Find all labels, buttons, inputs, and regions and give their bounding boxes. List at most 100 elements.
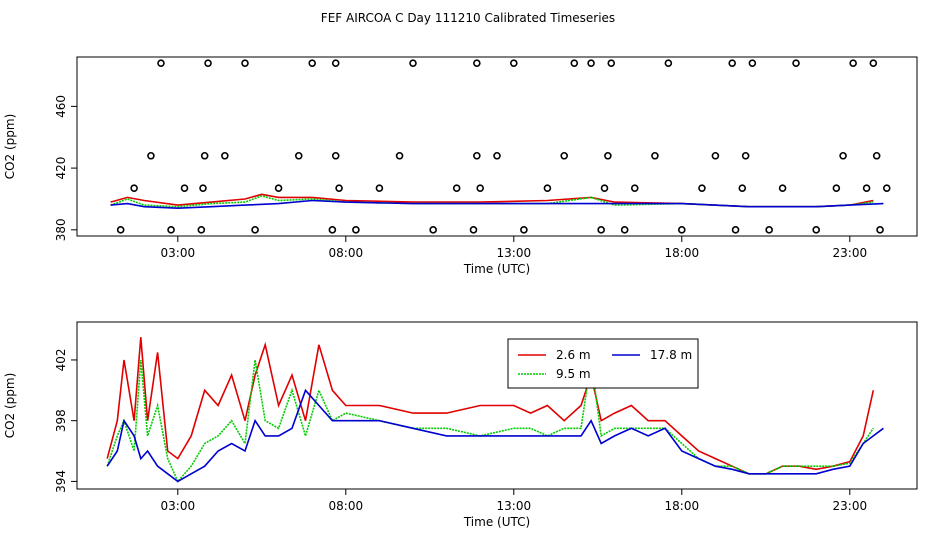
- scatter-point: [352, 226, 360, 234]
- x-tick-label: 13:00: [497, 246, 532, 260]
- legend-label: 2.6 m: [556, 348, 591, 362]
- x-tick-label: 23:00: [833, 499, 868, 513]
- legend-box: [507, 338, 699, 389]
- legend-label: 9.5 m: [556, 367, 591, 381]
- scatter-point: [473, 151, 481, 160]
- y-axis-label: CO2 (ppm): [3, 373, 17, 439]
- legend: 2.6 m 17.8 m 9.5 m: [507, 338, 699, 389]
- series-line-9-5-m: [106, 359, 874, 483]
- scatter-point: [375, 184, 384, 192]
- x-tick-label: 13:00: [497, 499, 532, 513]
- x-tick-label: 18:00: [665, 246, 700, 260]
- x-axis-label: Time (UTC): [463, 515, 530, 529]
- scatter-point: [630, 184, 639, 192]
- scatter-point: [241, 59, 249, 67]
- y-axis-label: CO2 (ppm): [3, 114, 17, 180]
- scatter-point: [778, 184, 787, 192]
- scatter-point: [651, 151, 659, 160]
- scatter-point: [677, 226, 686, 234]
- scatter-point: [876, 226, 884, 234]
- scatter-point: [520, 226, 528, 234]
- scatter-point: [741, 151, 750, 160]
- scatter-point: [509, 59, 518, 67]
- x-tick-label: 03:00: [161, 246, 196, 260]
- scatter-point: [543, 184, 552, 192]
- x-tick-label: 23:00: [833, 246, 868, 260]
- scatter-point: [167, 226, 175, 234]
- scatter-point: [597, 226, 605, 234]
- scatter-point: [180, 184, 189, 192]
- scatter-point: [607, 59, 616, 67]
- scatter-point: [748, 59, 757, 67]
- scatter-point: [331, 151, 340, 160]
- x-tick-label: 03:00: [161, 499, 196, 513]
- scatter-point: [221, 151, 229, 160]
- scatter-point: [395, 151, 404, 160]
- scatter-point: [862, 184, 871, 192]
- legend-label: 17.8 m: [650, 348, 692, 362]
- y-tick-label: 380: [54, 218, 68, 241]
- scatter-point: [812, 226, 821, 234]
- y-tick-label: 394: [54, 470, 68, 493]
- scatter-point: [331, 59, 340, 67]
- scatter-point: [664, 59, 673, 67]
- series-line-2-6-m: [106, 337, 875, 475]
- scatter-point: [570, 59, 579, 67]
- scatter-point: [476, 184, 485, 192]
- scatter-point: [197, 226, 206, 234]
- scatter-point: [116, 226, 125, 234]
- series-line-2-6-m: [110, 193, 874, 208]
- scatter-point: [200, 151, 209, 160]
- scatter-point: [147, 151, 155, 160]
- scatter-point: [199, 184, 207, 192]
- scatter-point: [274, 184, 283, 192]
- x-tick-label: 18:00: [665, 499, 700, 513]
- y-tick-label: 460: [54, 95, 68, 118]
- scatter-point: [792, 59, 800, 67]
- scatter-point: [849, 59, 857, 67]
- scatter-point: [711, 151, 720, 160]
- bottom-panel: 03:00 08:00 13:00 18:00 23:00 394 398 402 Time (…: [3, 321, 918, 529]
- scatter-point: [869, 59, 878, 67]
- scatter-point: [839, 151, 847, 160]
- scatter-point: [493, 151, 501, 160]
- scatter-point: [452, 184, 461, 192]
- chart-title: FEF AIRCOA C Day 111210 Calibrated Times…: [321, 11, 615, 25]
- scatter-point: [328, 226, 337, 234]
- scatter-point: [731, 226, 740, 234]
- scatter-point: [832, 184, 841, 192]
- y-tick-label: 402: [54, 349, 68, 372]
- scatter-point: [620, 226, 629, 234]
- scatter-point: [473, 59, 481, 67]
- scatter-point: [604, 151, 612, 160]
- plot-frame: [76, 321, 918, 490]
- scatter-point: [469, 226, 478, 234]
- scatter-point: [429, 226, 437, 234]
- scatter-point: [409, 59, 417, 67]
- scatter-point: [130, 184, 138, 192]
- scatter-point: [587, 59, 595, 67]
- y-tick-label: 420: [54, 157, 68, 180]
- series-line-17-8-m: [106, 388, 884, 483]
- scatter-point: [882, 184, 891, 192]
- scatter-point: [335, 184, 343, 192]
- scatter-point: [765, 226, 773, 234]
- scatter-point: [294, 151, 303, 160]
- y-tick-label: 398: [54, 409, 68, 432]
- x-axis-label: Time (UTC): [463, 262, 530, 276]
- scatter-point: [738, 184, 747, 192]
- scatter-point: [308, 59, 317, 67]
- scatter-point: [728, 59, 737, 67]
- scatter-point: [157, 59, 165, 67]
- scatter-point: [560, 151, 569, 160]
- series-line-17-8-m: [110, 199, 884, 210]
- scatter-point: [204, 59, 212, 67]
- x-tick-label: 08:00: [329, 499, 364, 513]
- scatter-point: [251, 226, 259, 234]
- top-panel: 03:00 08:00 13:00 18:00 23:00 380 420 460 Time (…: [3, 56, 918, 276]
- scatter-point: [698, 184, 706, 192]
- x-tick-label: 08:00: [329, 246, 364, 260]
- scatter-point: [600, 184, 609, 192]
- scatter-point: [872, 151, 881, 160]
